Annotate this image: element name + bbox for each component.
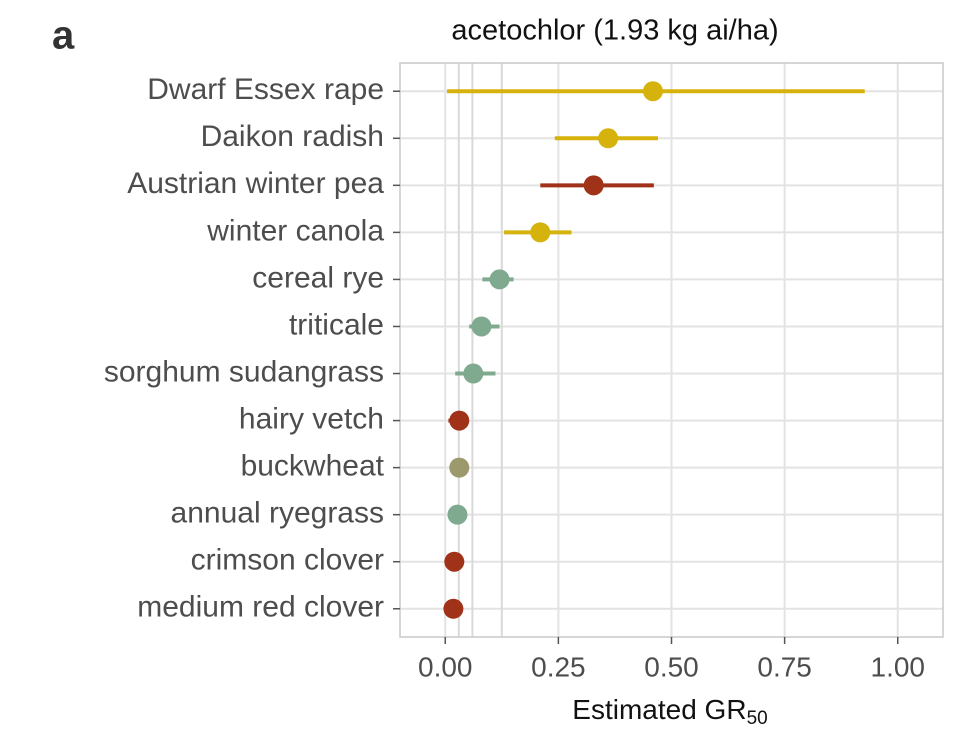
chart-title: acetochlor (1.93 kg ai/ha) [451, 15, 778, 47]
x-axis-label-main: Estimated GR [572, 694, 746, 725]
x-tick-label: 1.00 [871, 651, 926, 682]
point [444, 551, 465, 572]
point [471, 316, 492, 337]
panel-label: a [52, 14, 75, 58]
point [583, 175, 604, 196]
y-tick-label: hairy vetch [239, 402, 384, 435]
x-axis-label-sub: 50 [747, 708, 768, 729]
y-tick-label: triticale [289, 308, 384, 341]
x-axis-label: Estimated GR50 [572, 694, 767, 729]
y-tick-label: medium red clover [137, 591, 384, 624]
y-tick-label: winter canola [206, 214, 384, 247]
x-tick-label: 0.50 [644, 651, 699, 682]
y-tick-label: buckwheat [241, 450, 385, 483]
point [447, 504, 468, 525]
point [443, 598, 464, 619]
x-tick-label: 0.00 [418, 651, 473, 682]
y-tick-label: Dwarf Essex rape [147, 73, 384, 106]
x-tick-label: 0.75 [757, 651, 812, 682]
point [598, 128, 619, 149]
point [489, 269, 510, 290]
y-tick-label: annual ryegrass [171, 497, 384, 530]
point [449, 457, 470, 478]
point [642, 81, 663, 102]
point [449, 410, 470, 431]
y-tick-label: sorghum sudangrass [104, 355, 384, 388]
y-tick-label: cereal rye [252, 261, 384, 294]
point [530, 222, 551, 243]
y-tick-label: Daikon radish [201, 120, 384, 153]
y-tick-label: crimson clover [191, 544, 384, 577]
x-tick-label: 0.25 [531, 651, 586, 682]
y-tick-label: Austrian winter pea [127, 167, 384, 200]
point [463, 363, 484, 384]
